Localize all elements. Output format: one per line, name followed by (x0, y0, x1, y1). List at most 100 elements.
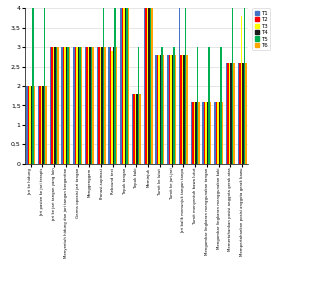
Bar (111, 51, 113, 164)
Bar (113, 47, 114, 164)
Bar (53, 47, 54, 164)
Bar (157, 55, 158, 164)
Bar (39, 86, 41, 164)
Bar (185, 8, 186, 164)
Bar (104, 47, 106, 164)
Bar (56, 47, 57, 164)
Bar (194, 102, 195, 164)
Bar (133, 94, 135, 164)
Bar (101, 47, 103, 164)
Bar (128, 8, 129, 164)
Bar (205, 102, 207, 164)
Bar (97, 47, 98, 164)
Bar (135, 94, 136, 164)
Bar (100, 47, 101, 164)
Bar (222, 102, 223, 164)
Bar (28, 86, 29, 164)
Bar (46, 86, 47, 164)
Bar (204, 102, 205, 164)
Bar (172, 55, 173, 164)
Bar (237, 63, 239, 164)
Bar (182, 55, 184, 164)
Bar (92, 47, 94, 164)
Bar (167, 55, 169, 164)
Bar (173, 47, 175, 164)
Bar (198, 102, 200, 164)
Bar (85, 47, 86, 164)
Bar (98, 47, 100, 164)
Bar (230, 63, 232, 164)
Bar (75, 47, 76, 164)
Bar (68, 47, 69, 164)
Bar (242, 63, 244, 164)
Bar (148, 8, 150, 164)
Bar (76, 47, 78, 164)
Bar (244, 8, 245, 164)
Bar (170, 55, 172, 164)
Bar (229, 63, 230, 164)
Bar (126, 8, 128, 164)
Bar (64, 47, 66, 164)
Bar (91, 47, 92, 164)
Bar (147, 8, 148, 164)
Bar (215, 102, 217, 164)
Bar (132, 94, 133, 164)
Bar (81, 47, 82, 164)
Bar (136, 94, 138, 164)
Bar (233, 63, 235, 164)
Bar (144, 8, 145, 164)
Bar (103, 8, 104, 164)
Bar (160, 55, 162, 164)
Bar (26, 86, 28, 164)
Bar (155, 55, 157, 164)
Bar (108, 47, 110, 164)
Bar (120, 8, 122, 164)
Bar (61, 47, 63, 164)
Bar (79, 47, 81, 164)
Bar (207, 102, 208, 164)
Bar (110, 47, 111, 164)
Bar (197, 47, 198, 164)
Bar (163, 55, 165, 164)
Bar (180, 55, 182, 164)
Bar (186, 55, 188, 164)
Bar (202, 102, 204, 164)
Bar (175, 55, 176, 164)
Bar (57, 47, 59, 164)
Bar (41, 86, 42, 164)
Bar (227, 63, 229, 164)
Bar (54, 47, 56, 164)
Bar (63, 47, 64, 164)
Bar (195, 102, 197, 164)
Bar (192, 102, 194, 164)
Bar (239, 63, 241, 164)
Bar (140, 94, 141, 164)
Bar (125, 8, 126, 164)
Bar (151, 8, 153, 164)
Bar (179, 8, 180, 164)
Bar (184, 55, 185, 164)
Bar (217, 102, 219, 164)
Bar (145, 8, 147, 164)
Bar (150, 8, 151, 164)
Bar (114, 8, 116, 164)
Bar (86, 47, 88, 164)
Bar (232, 8, 233, 164)
Legend: T1, T2, T3, T4, T5, T6: T1, T2, T3, T4, T5, T6 (252, 8, 270, 50)
Bar (210, 102, 211, 164)
Bar (138, 47, 140, 164)
Bar (214, 102, 215, 164)
Bar (191, 102, 192, 164)
Bar (245, 63, 247, 164)
Bar (42, 86, 44, 164)
Bar (123, 8, 125, 164)
Bar (73, 47, 75, 164)
Bar (116, 47, 117, 164)
Bar (44, 8, 46, 164)
Bar (89, 47, 91, 164)
Bar (38, 86, 39, 164)
Bar (50, 47, 51, 164)
Bar (219, 102, 220, 164)
Bar (208, 47, 210, 164)
Bar (220, 47, 222, 164)
